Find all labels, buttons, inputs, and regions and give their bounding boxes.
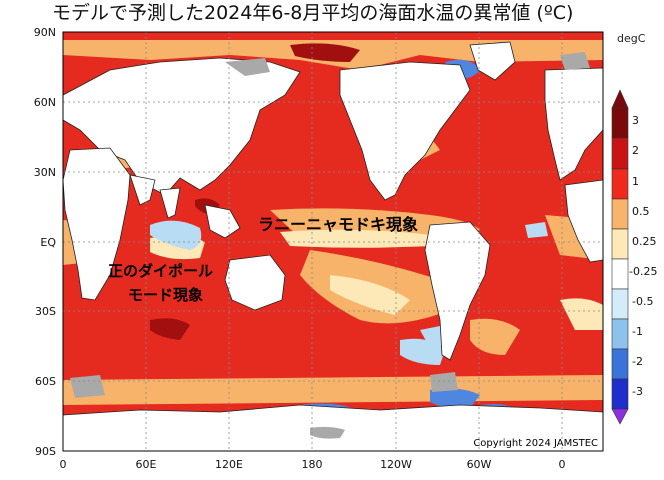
colorbar-label: 0.5 (632, 205, 650, 218)
maritime-continent (204, 204, 241, 239)
longitude-labels: 0 60E 120E 180 120W 60W 0 (60, 458, 566, 471)
lon-label: 120E (215, 458, 243, 471)
iod-annotation-line1: 正のダイポール (108, 262, 213, 280)
lon-label: 60W (467, 458, 492, 471)
colorbar-segment (611, 258, 629, 290)
colorbar-label: 2 (632, 144, 639, 157)
colorbar-label: -1 (632, 325, 643, 338)
lat-label: 60S (35, 375, 56, 388)
colorbar-label: 0.25 (632, 235, 657, 248)
colorbar-label: 1 (632, 175, 639, 188)
landmasses (63, 41, 603, 451)
map-frame (62, 31, 604, 452)
colorbar-units: degC (617, 32, 646, 45)
lon-label: 60E (136, 458, 157, 471)
colorbar-segment (611, 168, 629, 200)
copyright-text: Copyright 2024 JAMSTEC (473, 438, 598, 449)
lon-label: 0 (60, 458, 67, 471)
lat-label: 30S (35, 305, 56, 318)
sst-anomaly-field (63, 32, 603, 451)
lat-label: 90N (34, 26, 56, 39)
lanina-modoki-annotation: ラニーニャモドキ現象 (258, 215, 418, 234)
colorbar-segment (611, 378, 629, 410)
north-america (339, 61, 471, 201)
lon-label: 0 (559, 458, 566, 471)
lat-label: EQ (40, 236, 56, 249)
colorbar-segment (611, 318, 629, 350)
lon-label: 180 (302, 458, 323, 471)
lon-label: 120W (380, 458, 412, 471)
colorbar-top-arrow (611, 89, 629, 109)
colorbar-label: -0.25 (629, 265, 657, 278)
india (159, 187, 181, 219)
colorbar-label: -3 (632, 385, 643, 398)
colorbar-label: 3 (632, 114, 639, 127)
graticule (63, 32, 603, 451)
iod-annotation-line2: モード現象 (128, 286, 203, 304)
colorbar-segment (611, 137, 629, 170)
colorbar-label: -2 (632, 355, 643, 368)
lat-label: 60N (34, 96, 56, 109)
colorbar-bottom-arrow (611, 408, 629, 425)
map-title: モデルで予測した2024年6-8月平均の海面水温の異常値 (ºC) (52, 2, 574, 24)
colorbar-segment (611, 348, 629, 380)
cool-regions (150, 220, 548, 365)
colorbar-segment (611, 107, 629, 139)
colorbar-labels: 3 2 1 0.5 0.25 -0.25 -0.5 -1 -2 -3 (629, 114, 657, 398)
latitude-labels: 90N 60N 30N EQ 30S 60S 90S (34, 26, 57, 458)
europe-east-edge (544, 67, 603, 181)
colorbar-segment (611, 198, 629, 230)
africa-east-edge (564, 179, 603, 263)
lat-label: 90S (35, 445, 56, 458)
australia (224, 254, 286, 311)
colorbar-segment (611, 228, 629, 260)
colorbar-label: -0.5 (632, 295, 653, 308)
south-america (424, 221, 491, 361)
greenland (469, 41, 516, 81)
colorbar-segment (611, 288, 629, 320)
lat-label: 30N (34, 166, 56, 179)
colorbar (611, 89, 629, 425)
arabia (129, 174, 156, 206)
